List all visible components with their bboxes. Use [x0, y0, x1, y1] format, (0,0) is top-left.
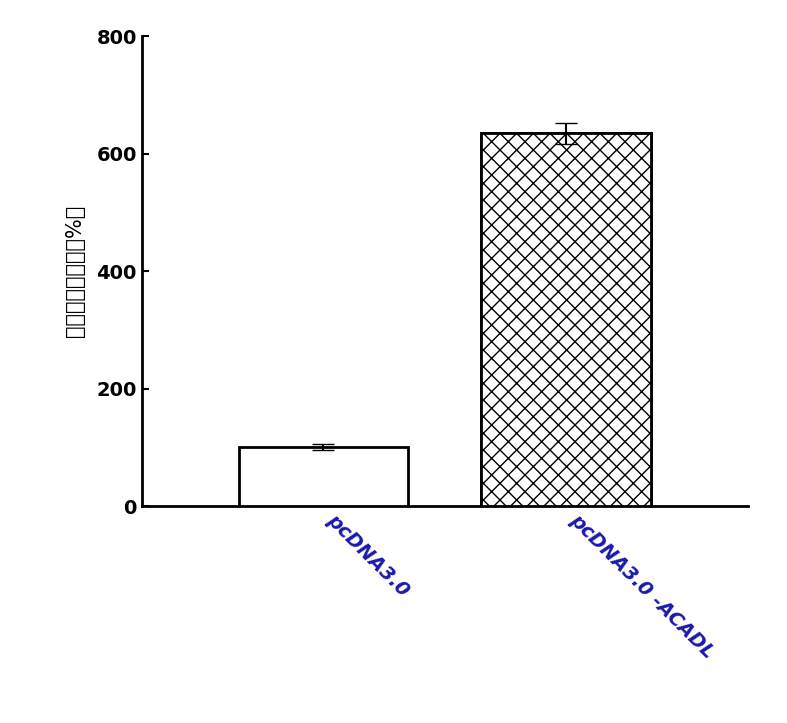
Bar [481, 133, 651, 506]
Y-axis label: 蛋白相对表达量（%）: 蛋白相对表达量（%） [65, 205, 85, 337]
Bar [238, 448, 408, 506]
Bar [481, 133, 651, 506]
